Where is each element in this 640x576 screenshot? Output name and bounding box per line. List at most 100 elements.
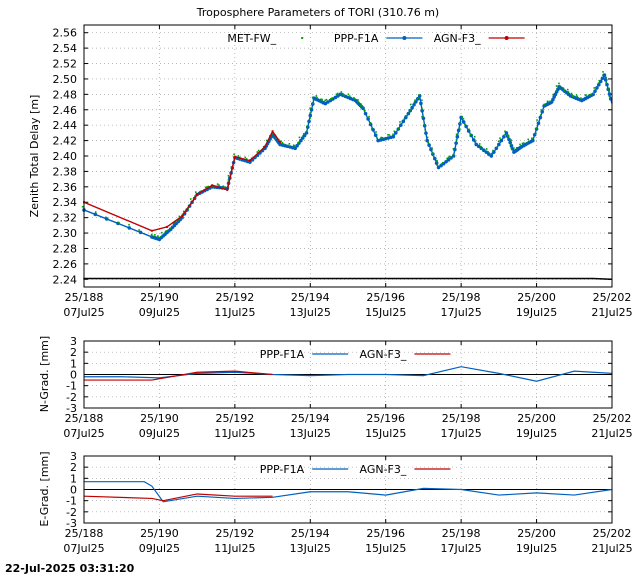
data-point-met-overlay: [572, 95, 574, 98]
data-point-met: [287, 277, 290, 280]
x-tick-date-label: 15Jul25: [365, 306, 406, 319]
x-tick-label: 25/188: [65, 291, 104, 304]
data-point-met: [491, 277, 493, 280]
data-point-met: [228, 277, 231, 280]
data-point-met-overlay: [513, 147, 515, 149]
legend-label: PPP-F1A: [260, 348, 305, 361]
data-point-met-overlay: [404, 115, 407, 117]
data-point-met: [588, 277, 590, 280]
data-point-met-overlay: [360, 105, 362, 107]
data-point-met: [471, 277, 473, 280]
data-point-met-overlay: [357, 101, 359, 103]
x-tick-date-label: 09Jul25: [139, 306, 180, 319]
data-point-met: [376, 277, 379, 280]
data-point-met-overlay: [204, 186, 207, 189]
data-point-met: [292, 277, 294, 280]
data-point-met-overlay: [303, 133, 305, 135]
data-point-met: [341, 277, 344, 280]
data-point-met-overlay: [324, 99, 326, 102]
data-point-met: [531, 277, 534, 280]
data-point-met: [227, 277, 229, 280]
data-point-met: [92, 277, 95, 280]
data-point-met: [170, 277, 173, 280]
data-point-met: [316, 277, 318, 280]
x-tick-date-label: 19Jul25: [516, 542, 557, 555]
data-point-met: [254, 277, 256, 280]
data-point-met: [542, 277, 545, 280]
y-tick-label: 3: [70, 335, 77, 348]
data-point-met-overlay: [325, 98, 328, 101]
data-point-met: [485, 277, 488, 280]
legend-label: PPP-F1A: [334, 32, 379, 45]
timestamp: 22-Jul-2025 03:31:20: [5, 562, 135, 575]
data-point-met: [556, 277, 558, 280]
data-point-met-overlay: [452, 153, 455, 156]
data-point-met-overlay: [381, 136, 384, 139]
data-point-met: [134, 277, 136, 280]
data-point-met: [572, 277, 574, 280]
data-point-met-overlay: [510, 147, 513, 149]
data-point-ppp: [432, 156, 437, 161]
data-point-met: [89, 277, 92, 280]
data-point-met-overlay: [426, 136, 429, 139]
data-point-met: [177, 277, 180, 280]
data-point-met: [95, 277, 97, 280]
legend: PPP-F1A AGN-F3_: [260, 463, 451, 476]
data-point-met-overlay: [387, 134, 389, 136]
data-point-met: [496, 277, 499, 280]
x-tick-date-label: 21Jul25: [591, 427, 632, 440]
data-point-met: [450, 277, 453, 280]
data-point-met: [432, 277, 434, 280]
data-point-met-overlay: [182, 210, 185, 213]
data-point-met-overlay: [316, 96, 318, 99]
data-point-met: [558, 277, 561, 280]
data-point-met: [251, 277, 254, 280]
data-point-met: [345, 277, 348, 280]
data-point-met: [120, 277, 123, 280]
data-point-met-overlay: [319, 98, 322, 101]
data-point-met: [363, 277, 365, 280]
data-point-met: [110, 277, 112, 280]
data-point-met: [468, 277, 470, 280]
data-point-met-overlay: [154, 234, 156, 236]
data-point-met: [327, 277, 329, 280]
data-point-met-overlay: [605, 82, 607, 84]
data-point-met-overlay: [369, 122, 372, 124]
data-point-met: [525, 277, 527, 280]
data-point-met: [349, 277, 352, 280]
y-axis-label: N-Grad. [mm]: [38, 336, 51, 412]
data-point-met: [522, 277, 524, 280]
data-point-met-overlay: [507, 134, 509, 137]
data-point-met: [459, 277, 461, 280]
data-point-met: [219, 277, 221, 280]
data-point-met-overlay: [118, 221, 120, 224]
data-point-met-overlay: [492, 149, 494, 152]
data-point-met-overlay: [458, 122, 461, 124]
data-point-met-overlay: [230, 166, 233, 168]
data-point-met-overlay: [575, 94, 578, 96]
data-point-met: [271, 277, 274, 280]
data-point-met: [568, 277, 570, 280]
data-point-met-overlay: [597, 82, 600, 84]
data-point-met-overlay: [244, 156, 247, 159]
data-point-met-overlay: [436, 164, 438, 166]
data-point-met: [116, 277, 119, 280]
data-point-ppp: [602, 73, 607, 77]
data-point-met-overlay: [519, 143, 521, 146]
data-point-met: [235, 277, 237, 280]
data-point-met: [421, 277, 423, 280]
data-point-met: [325, 277, 328, 280]
data-point-met-overlay: [539, 114, 542, 116]
data-point-met: [351, 277, 353, 280]
data-point-met: [484, 277, 487, 280]
legend-label: MET-FW_: [227, 32, 276, 45]
data-point-met: [387, 277, 390, 280]
data-point-met: [399, 277, 402, 280]
data-point-met-overlay: [546, 100, 549, 103]
data-point-met: [302, 277, 305, 280]
data-point-met-overlay: [543, 103, 546, 106]
data-point-met: [370, 277, 372, 280]
data-point-met-overlay: [375, 131, 377, 133]
data-point-met: [348, 277, 351, 280]
data-point-met-overlay: [362, 106, 365, 109]
